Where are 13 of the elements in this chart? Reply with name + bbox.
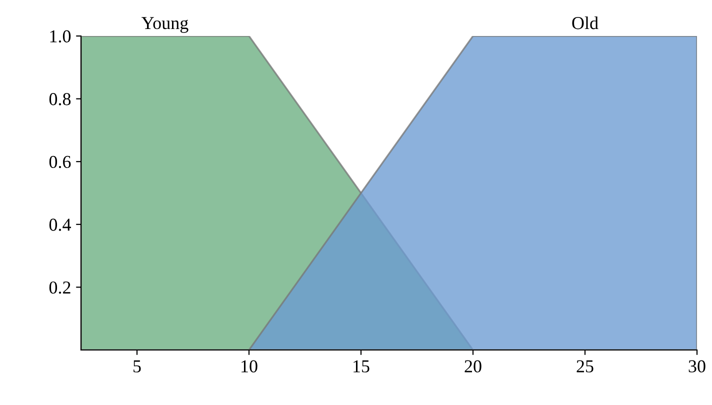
y-tick-label: 0.6 <box>49 156 71 168</box>
x-tick-label: 15 <box>354 360 370 372</box>
x-tick-label: 25 <box>576 360 594 372</box>
y-tick-label: 0.8 <box>49 93 71 106</box>
x-tick-label: 20 <box>464 360 482 372</box>
y-tick-label: 0.2 <box>49 281 70 294</box>
x-tick-label: 10 <box>242 360 258 372</box>
y-tick-label: 0.4 <box>49 218 71 231</box>
series-label: Old <box>572 16 598 30</box>
y-tick-label: 1.0 <box>50 30 71 43</box>
x-tick-label: 30 <box>688 360 706 372</box>
series-label: Young <box>142 17 188 33</box>
x-tick-label: 5 <box>134 360 141 372</box>
